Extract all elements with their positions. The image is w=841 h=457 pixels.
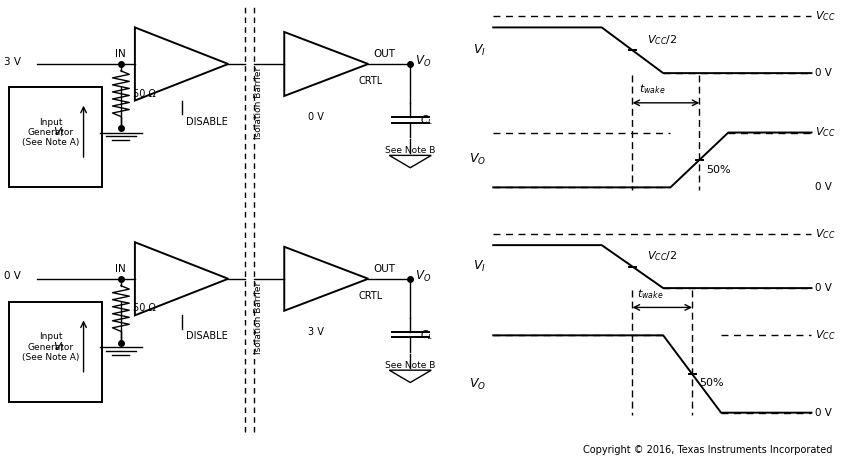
Text: 50%: 50% [706, 165, 731, 175]
Text: 0 V: 0 V [4, 271, 21, 282]
Text: See Note B: See Note B [385, 146, 436, 155]
Text: 0 V: 0 V [815, 68, 832, 78]
Text: $V_I$: $V_I$ [53, 340, 65, 354]
Text: $V_{CC}$: $V_{CC}$ [815, 9, 836, 23]
Text: 0 V: 0 V [308, 112, 324, 122]
Text: $t_{wake}$: $t_{wake}$ [639, 82, 666, 96]
Text: Input
Generator
(See Note A): Input Generator (See Note A) [22, 117, 80, 148]
Text: 0 V: 0 V [815, 283, 832, 293]
Text: $V_{CC}$: $V_{CC}$ [815, 228, 836, 241]
FancyBboxPatch shape [9, 302, 103, 402]
Text: $V_{CC}$/2: $V_{CC}$/2 [647, 250, 677, 263]
Text: $V_O$: $V_O$ [415, 54, 431, 69]
Text: $V_{CC}$: $V_{CC}$ [815, 329, 836, 342]
Text: $t_{wake}$: $t_{wake}$ [637, 287, 664, 301]
Text: CRTL: CRTL [359, 291, 383, 301]
Text: 0 V: 0 V [815, 182, 832, 192]
Text: DISABLE: DISABLE [186, 117, 228, 127]
Text: $V_{CC}$/2: $V_{CC}$/2 [647, 33, 677, 47]
Text: $V_O$: $V_O$ [469, 377, 486, 392]
Text: $V_I$: $V_I$ [53, 126, 65, 139]
Text: $V_I$: $V_I$ [473, 259, 486, 274]
Text: $V_I$: $V_I$ [473, 43, 486, 58]
Text: Input
Generator
(See Note A): Input Generator (See Note A) [22, 332, 80, 362]
Text: IN: IN [115, 264, 125, 274]
Text: $C_L$: $C_L$ [420, 328, 432, 342]
Text: 50 Ω: 50 Ω [133, 303, 156, 314]
Text: Isolation Barrier: Isolation Barrier [254, 282, 263, 354]
Text: CRTL: CRTL [359, 76, 383, 86]
Text: $V_O$: $V_O$ [415, 269, 431, 284]
FancyBboxPatch shape [9, 87, 103, 187]
Text: IN: IN [115, 49, 125, 59]
Text: $C_L$: $C_L$ [420, 113, 432, 127]
Text: OUT: OUT [373, 264, 395, 274]
Text: DISABLE: DISABLE [186, 331, 228, 341]
Text: Copyright © 2016, Texas Instruments Incorporated: Copyright © 2016, Texas Instruments Inco… [583, 445, 833, 455]
Text: OUT: OUT [373, 49, 395, 59]
Text: $V_{CC}$: $V_{CC}$ [815, 126, 836, 139]
Text: 0 V: 0 V [815, 408, 832, 418]
Text: Isolation Barrier: Isolation Barrier [254, 67, 263, 139]
Text: See Note B: See Note B [385, 361, 436, 370]
Text: 50%: 50% [700, 378, 724, 388]
Text: $V_O$: $V_O$ [469, 152, 486, 168]
Text: 3 V: 3 V [4, 57, 21, 67]
Text: 3 V: 3 V [308, 327, 324, 337]
Text: 50 Ω: 50 Ω [133, 89, 156, 99]
